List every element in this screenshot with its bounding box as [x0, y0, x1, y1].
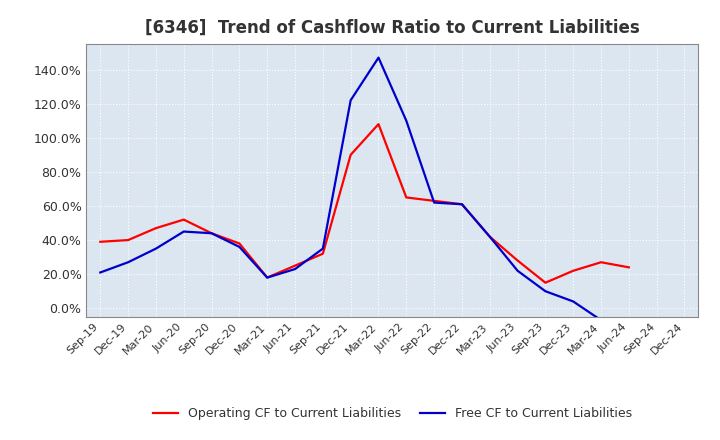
Legend: Operating CF to Current Liabilities, Free CF to Current Liabilities: Operating CF to Current Liabilities, Fre…	[148, 402, 637, 425]
Operating CF to Current Liabilities	[263, 275, 271, 280]
Free CF to Current Liabilities	[179, 229, 188, 234]
Operating CF to Current Liabilities	[402, 195, 410, 200]
Operating CF to Current Liabilities	[96, 239, 104, 244]
Free CF to Current Liabilities	[402, 118, 410, 123]
Operating CF to Current Liabilities	[485, 234, 494, 239]
Operating CF to Current Liabilities	[374, 121, 383, 127]
Title: [6346]  Trend of Cashflow Ratio to Current Liabilities: [6346] Trend of Cashflow Ratio to Curren…	[145, 19, 640, 37]
Operating CF to Current Liabilities	[541, 280, 550, 286]
Operating CF to Current Liabilities	[179, 217, 188, 222]
Free CF to Current Liabilities	[235, 244, 243, 249]
Operating CF to Current Liabilities	[207, 231, 216, 236]
Free CF to Current Liabilities	[485, 234, 494, 239]
Free CF to Current Liabilities	[291, 266, 300, 271]
Operating CF to Current Liabilities	[152, 225, 161, 231]
Free CF to Current Liabilities	[513, 268, 522, 273]
Operating CF to Current Liabilities	[513, 258, 522, 263]
Free CF to Current Liabilities	[430, 200, 438, 205]
Operating CF to Current Liabilities	[569, 268, 577, 273]
Free CF to Current Liabilities	[597, 318, 606, 323]
Free CF to Current Liabilities	[318, 246, 327, 251]
Free CF to Current Liabilities	[96, 270, 104, 275]
Operating CF to Current Liabilities	[597, 260, 606, 265]
Free CF to Current Liabilities	[346, 98, 355, 103]
Line: Free CF to Current Liabilities: Free CF to Current Liabilities	[100, 58, 601, 320]
Free CF to Current Liabilities	[207, 231, 216, 236]
Operating CF to Current Liabilities	[624, 265, 633, 270]
Free CF to Current Liabilities	[374, 55, 383, 60]
Free CF to Current Liabilities	[569, 299, 577, 304]
Operating CF to Current Liabilities	[458, 202, 467, 207]
Free CF to Current Liabilities	[541, 289, 550, 294]
Free CF to Current Liabilities	[152, 246, 161, 251]
Free CF to Current Liabilities	[124, 260, 132, 265]
Operating CF to Current Liabilities	[124, 238, 132, 243]
Free CF to Current Liabilities	[458, 202, 467, 207]
Operating CF to Current Liabilities	[235, 241, 243, 246]
Operating CF to Current Liabilities	[291, 263, 300, 268]
Line: Operating CF to Current Liabilities: Operating CF to Current Liabilities	[100, 124, 629, 283]
Operating CF to Current Liabilities	[346, 152, 355, 158]
Free CF to Current Liabilities	[263, 275, 271, 280]
Operating CF to Current Liabilities	[430, 198, 438, 203]
Operating CF to Current Liabilities	[318, 251, 327, 257]
